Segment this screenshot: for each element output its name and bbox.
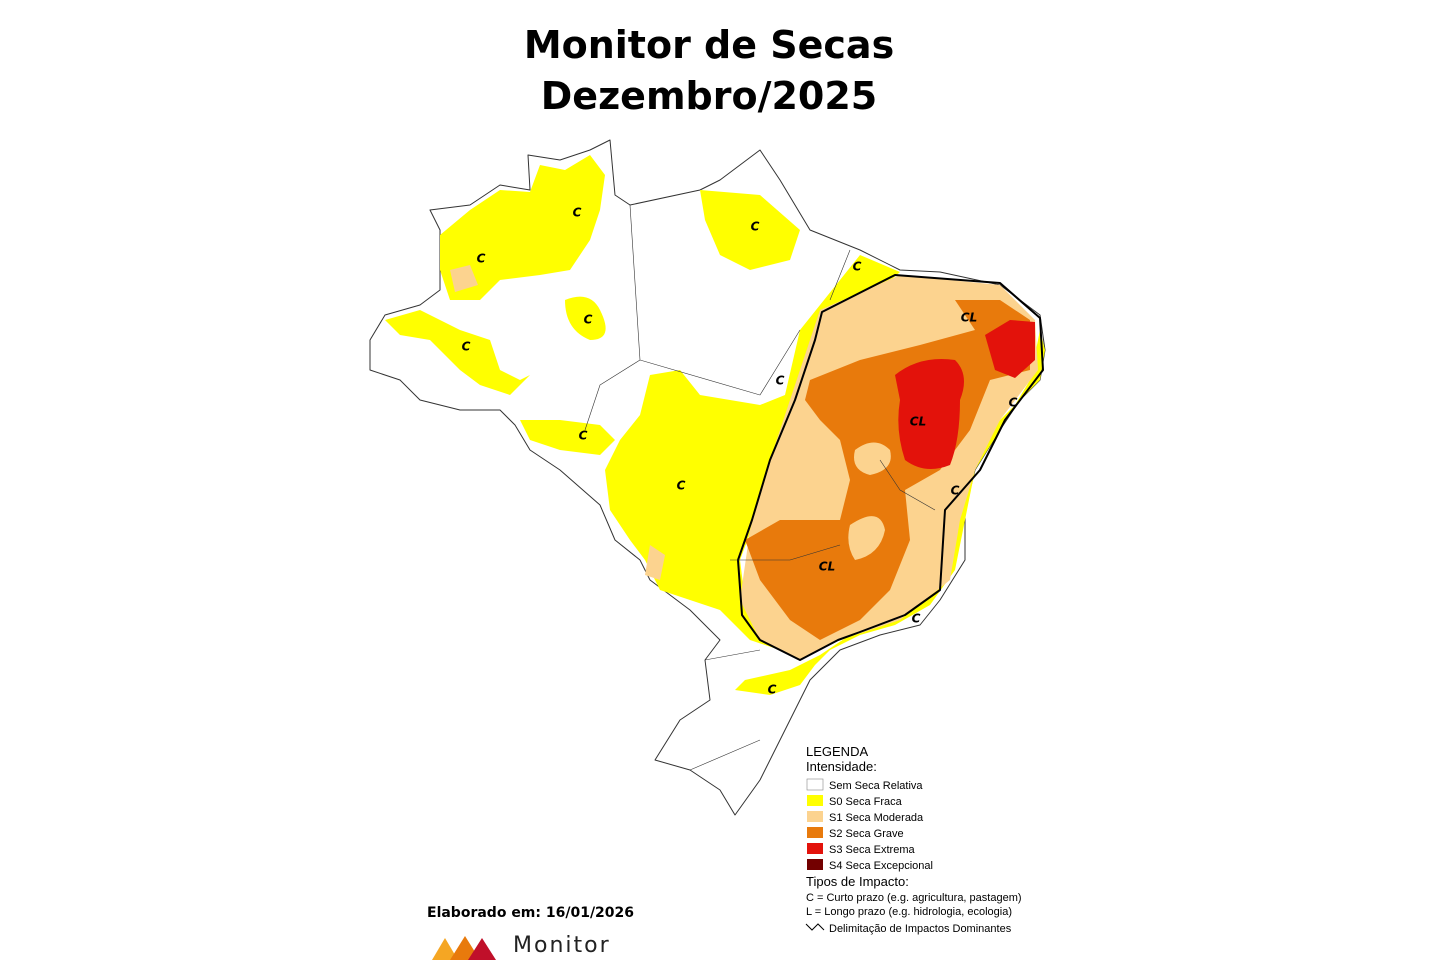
legend-label: S4 Seca Excepcional	[829, 860, 933, 872]
date-text: Elaborado em: 16/01/2026	[427, 905, 634, 921]
legend: LEGENDA Intensidade: Tipos de Impacto: C…	[805, 744, 1022, 935]
legend-label: S2 Seca Grave	[829, 828, 904, 840]
impact-label: C	[776, 374, 785, 388]
legend-label: Sem Seca Relativa	[829, 780, 923, 792]
drought-area	[440, 155, 605, 300]
legend-label: S1 Seca Moderada	[829, 812, 924, 824]
impact-label: C	[677, 479, 686, 493]
impact-item: L = Longo prazo (e.g. hidrologia, ecolog…	[806, 906, 1012, 918]
impact-label: C	[584, 313, 593, 327]
state-border	[584, 204, 936, 771]
impact-label: C	[477, 252, 486, 266]
legend-swatch	[807, 811, 823, 822]
impact-label: C	[912, 612, 921, 626]
impact-boundary	[737, 274, 1044, 661]
legend-subtitle: Intensidade:	[806, 759, 877, 774]
map	[369, 139, 1046, 816]
logo: Monitor	[432, 933, 611, 960]
map-labels: C C C C C C C C C C C C C CL CL CL	[462, 206, 1018, 697]
legend-swatch	[807, 827, 823, 838]
impact-label: C	[573, 206, 582, 220]
drought-area	[848, 516, 885, 560]
impact-label: CL	[910, 415, 926, 429]
drought-area	[985, 320, 1035, 378]
legend-label: S3 Seca Extrema	[829, 844, 915, 856]
title-line: Monitor de Secas	[524, 23, 894, 67]
title-line: Dezembro/2025	[541, 74, 878, 118]
legend-swatch	[807, 843, 823, 854]
drought-area	[565, 296, 606, 340]
boundary-symbol	[805, 923, 825, 931]
drought-area	[605, 255, 900, 650]
legend-subtitle: Tipos de Impacto:	[806, 874, 909, 889]
impact-item: Delimitação de Impactos Dominantes	[829, 923, 1012, 935]
legend-swatch	[807, 795, 823, 806]
impact-label: CL	[819, 560, 835, 574]
impact-label: C	[853, 260, 862, 274]
drought-area	[520, 420, 615, 455]
logo-text: Monitor	[513, 933, 611, 958]
drought-area	[450, 265, 478, 292]
impact-item: C = Curto prazo (e.g. agricultura, pasta…	[806, 892, 1022, 904]
drought-area	[700, 190, 800, 270]
impact-label: C	[579, 429, 588, 443]
drought-area	[385, 310, 530, 395]
impact-label: C	[768, 683, 777, 697]
impact-label: C	[951, 484, 960, 498]
drought-area	[645, 545, 665, 580]
impact-label: C	[751, 220, 760, 234]
impact-label: CL	[961, 311, 977, 325]
impact-label: C	[1009, 396, 1018, 410]
legend-swatch	[806, 778, 824, 791]
impact-label: C	[462, 340, 471, 354]
drought-area	[854, 442, 891, 475]
legend-label: S0 Seca Fraca	[829, 796, 903, 808]
legend-swatch	[807, 859, 823, 870]
legend-title: LEGENDA	[806, 744, 868, 759]
drought-area	[895, 359, 964, 469]
